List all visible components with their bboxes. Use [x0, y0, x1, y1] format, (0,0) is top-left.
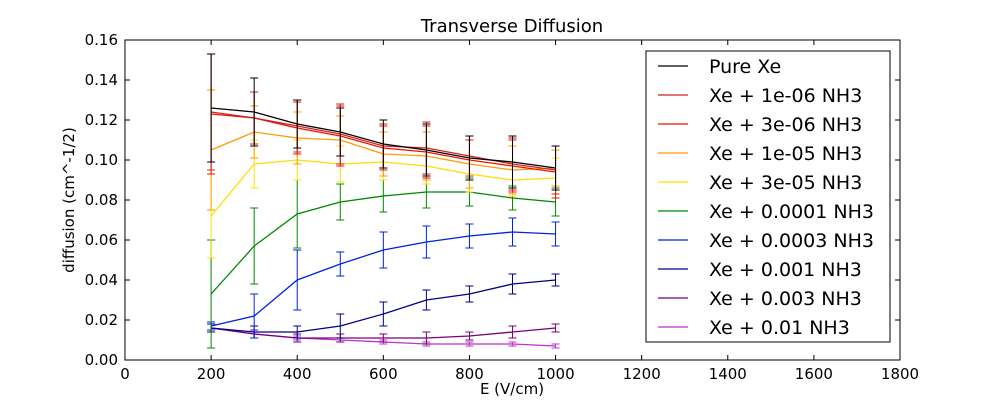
error-bar [551, 145, 560, 191]
error-bar [293, 99, 302, 149]
legend-label: Xe + 3e-06 NH3 [709, 114, 862, 136]
x-tick-label: 800 [455, 365, 484, 383]
y-axis-label: diffusion (cm^-1/2) [60, 127, 78, 273]
error-bar [422, 123, 431, 177]
error-bar [508, 273, 517, 295]
legend-item: Xe + 0.0001 NH3 [658, 201, 874, 223]
chart-title: Transverse Diffusion [420, 16, 603, 37]
legend-label: Xe + 0.001 NH3 [709, 259, 862, 281]
error-bar [508, 135, 517, 189]
legend-label: Xe + 0.003 NH3 [709, 288, 862, 310]
error-bar [551, 221, 560, 247]
error-bar [379, 301, 388, 327]
series-7 [207, 273, 560, 339]
error-bar [508, 341, 517, 347]
x-axis-label: E (V/cm) [480, 380, 544, 398]
legend-box [645, 50, 891, 343]
error-bar [508, 325, 517, 339]
error-bar [293, 179, 302, 249]
error-bar [379, 333, 388, 343]
error-bar [508, 217, 517, 247]
x-tick-label: 1000 [536, 365, 574, 383]
error-bar [207, 53, 216, 163]
legend: Pure Xe Xe + 1e-06 NH3 Xe + 3e-06 NH3 Xe + … [645, 50, 891, 343]
legend-label: Xe + 0.01 NH3 [709, 317, 850, 339]
error-bar [422, 331, 431, 345]
x-tick-label: 1400 [709, 365, 747, 383]
x-tick-label: 200 [197, 365, 226, 383]
error-bar [250, 207, 259, 285]
error-bar [293, 325, 302, 339]
legend-label: Xe + 3e-05 NH3 [709, 172, 862, 194]
y-tick-label: 0.06 [85, 231, 118, 249]
y-tick-label: 0.10 [85, 151, 118, 169]
error-bar [379, 119, 388, 169]
plot-frame [124, 39, 901, 361]
y-tick-label: 0.12 [85, 111, 118, 129]
error-bar [465, 285, 474, 303]
error-bar [293, 249, 302, 311]
error-bar [336, 313, 345, 339]
legend-label: Pure Xe [709, 56, 781, 78]
x-tick-label: 400 [283, 365, 312, 383]
error-bar [551, 323, 560, 333]
error-bar [422, 289, 431, 311]
error-bar [250, 293, 259, 339]
legend-item: Xe + 1e-06 NH3 [658, 85, 862, 107]
legend-item: Xe + 0.003 NH3 [658, 288, 862, 310]
legend-item: Xe + 0.01 NH3 [658, 317, 850, 339]
legend-item: Xe + 0.0003 NH3 [658, 230, 874, 252]
legend-label: Xe + 0.0003 NH3 [709, 230, 874, 252]
y-tick-label: 0.16 [85, 31, 118, 49]
series-6 [207, 217, 560, 339]
error-bar [336, 183, 345, 221]
legend-item: Xe + 3e-05 NH3 [658, 172, 862, 194]
y-tick-label: 0.02 [85, 311, 118, 329]
x-tick-label: 1200 [623, 365, 661, 383]
y-tick-label: 0.00 [85, 351, 118, 369]
error-bar [336, 107, 345, 157]
legend-label: Xe + 0.0001 NH3 [709, 201, 874, 223]
x-tick-label: 1600 [795, 365, 833, 383]
legend-label: Xe + 1e-06 NH3 [709, 85, 862, 107]
x-tick-label: 0 [120, 365, 130, 383]
series-8 [207, 323, 560, 345]
error-bar [465, 223, 474, 249]
error-bar [551, 273, 560, 287]
error-bar [551, 343, 560, 349]
legend-item: Xe + 3e-06 NH3 [658, 114, 862, 136]
legend-item: Xe + 1e-05 NH3 [658, 143, 862, 165]
y-tick-label: 0.14 [85, 71, 118, 89]
y-tick-label: 0.04 [85, 271, 118, 289]
error-bar [336, 251, 345, 277]
legend-item: Pure Xe [658, 56, 781, 78]
legend-item: Xe + 0.001 NH3 [658, 259, 862, 281]
error-bar [379, 231, 388, 269]
x-tick-label: 600 [369, 365, 398, 383]
series-0 [207, 53, 560, 191]
error-bar [465, 341, 474, 347]
legend-label: Xe + 1e-05 NH3 [709, 143, 862, 165]
error-bar [422, 225, 431, 259]
error-bar [250, 77, 259, 147]
y-tick-label: 0.08 [85, 191, 118, 209]
x-tick-label: 1800 [881, 365, 919, 383]
error-bar [465, 331, 474, 341]
plot-area: 0 200 400 600 800 1000 1200 1400 1600 1800 0.00 0.0… [85, 31, 920, 383]
error-bar [465, 135, 474, 181]
